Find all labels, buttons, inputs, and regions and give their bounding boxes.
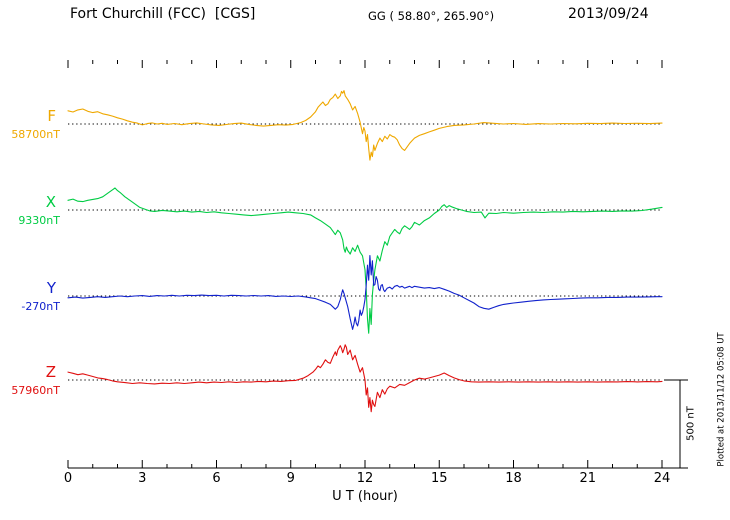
x-tick-label: 21 <box>579 471 597 486</box>
series-baseline-value-y: -270nT <box>21 300 60 313</box>
trace-F <box>67 90 663 161</box>
x-tick-label: 24 <box>653 471 671 486</box>
geographic-coordinates: GG ( 58.80°, 265.90°) <box>368 9 495 23</box>
station-title: Fort Churchill (FCC) [CGS] <box>70 6 256 22</box>
x-tick-label: 0 <box>63 471 73 486</box>
scale-bar-label: 500 nT <box>685 406 697 441</box>
date-label: 2013/09/24 <box>568 6 649 22</box>
x-tick-label: 9 <box>286 471 295 486</box>
x-tick-label: 3 <box>138 471 147 486</box>
x-tick-label: 15 <box>430 471 448 486</box>
trace-Z <box>67 344 663 413</box>
series-label-f: F <box>47 107 56 125</box>
x-tick-label: 12 <box>356 471 374 486</box>
series-baseline-value-x: 9330nT <box>18 214 60 227</box>
trace-Y <box>67 254 663 330</box>
plotted-at-note: Plotted at 2013/11/12 05:08 UT <box>716 332 727 467</box>
trace-X <box>67 187 663 334</box>
x-tick-label: 18 <box>505 471 522 486</box>
series-label-y: Y <box>46 279 56 297</box>
series-label-z: Z <box>45 363 56 381</box>
series-baseline-value-f: 58700nT <box>11 128 60 141</box>
series-baseline-value-z: 57960nT <box>11 384 60 397</box>
x-axis-title: U T (hour) <box>332 489 398 504</box>
series-label-x: X <box>45 193 56 211</box>
x-tick-label: 6 <box>212 471 221 486</box>
